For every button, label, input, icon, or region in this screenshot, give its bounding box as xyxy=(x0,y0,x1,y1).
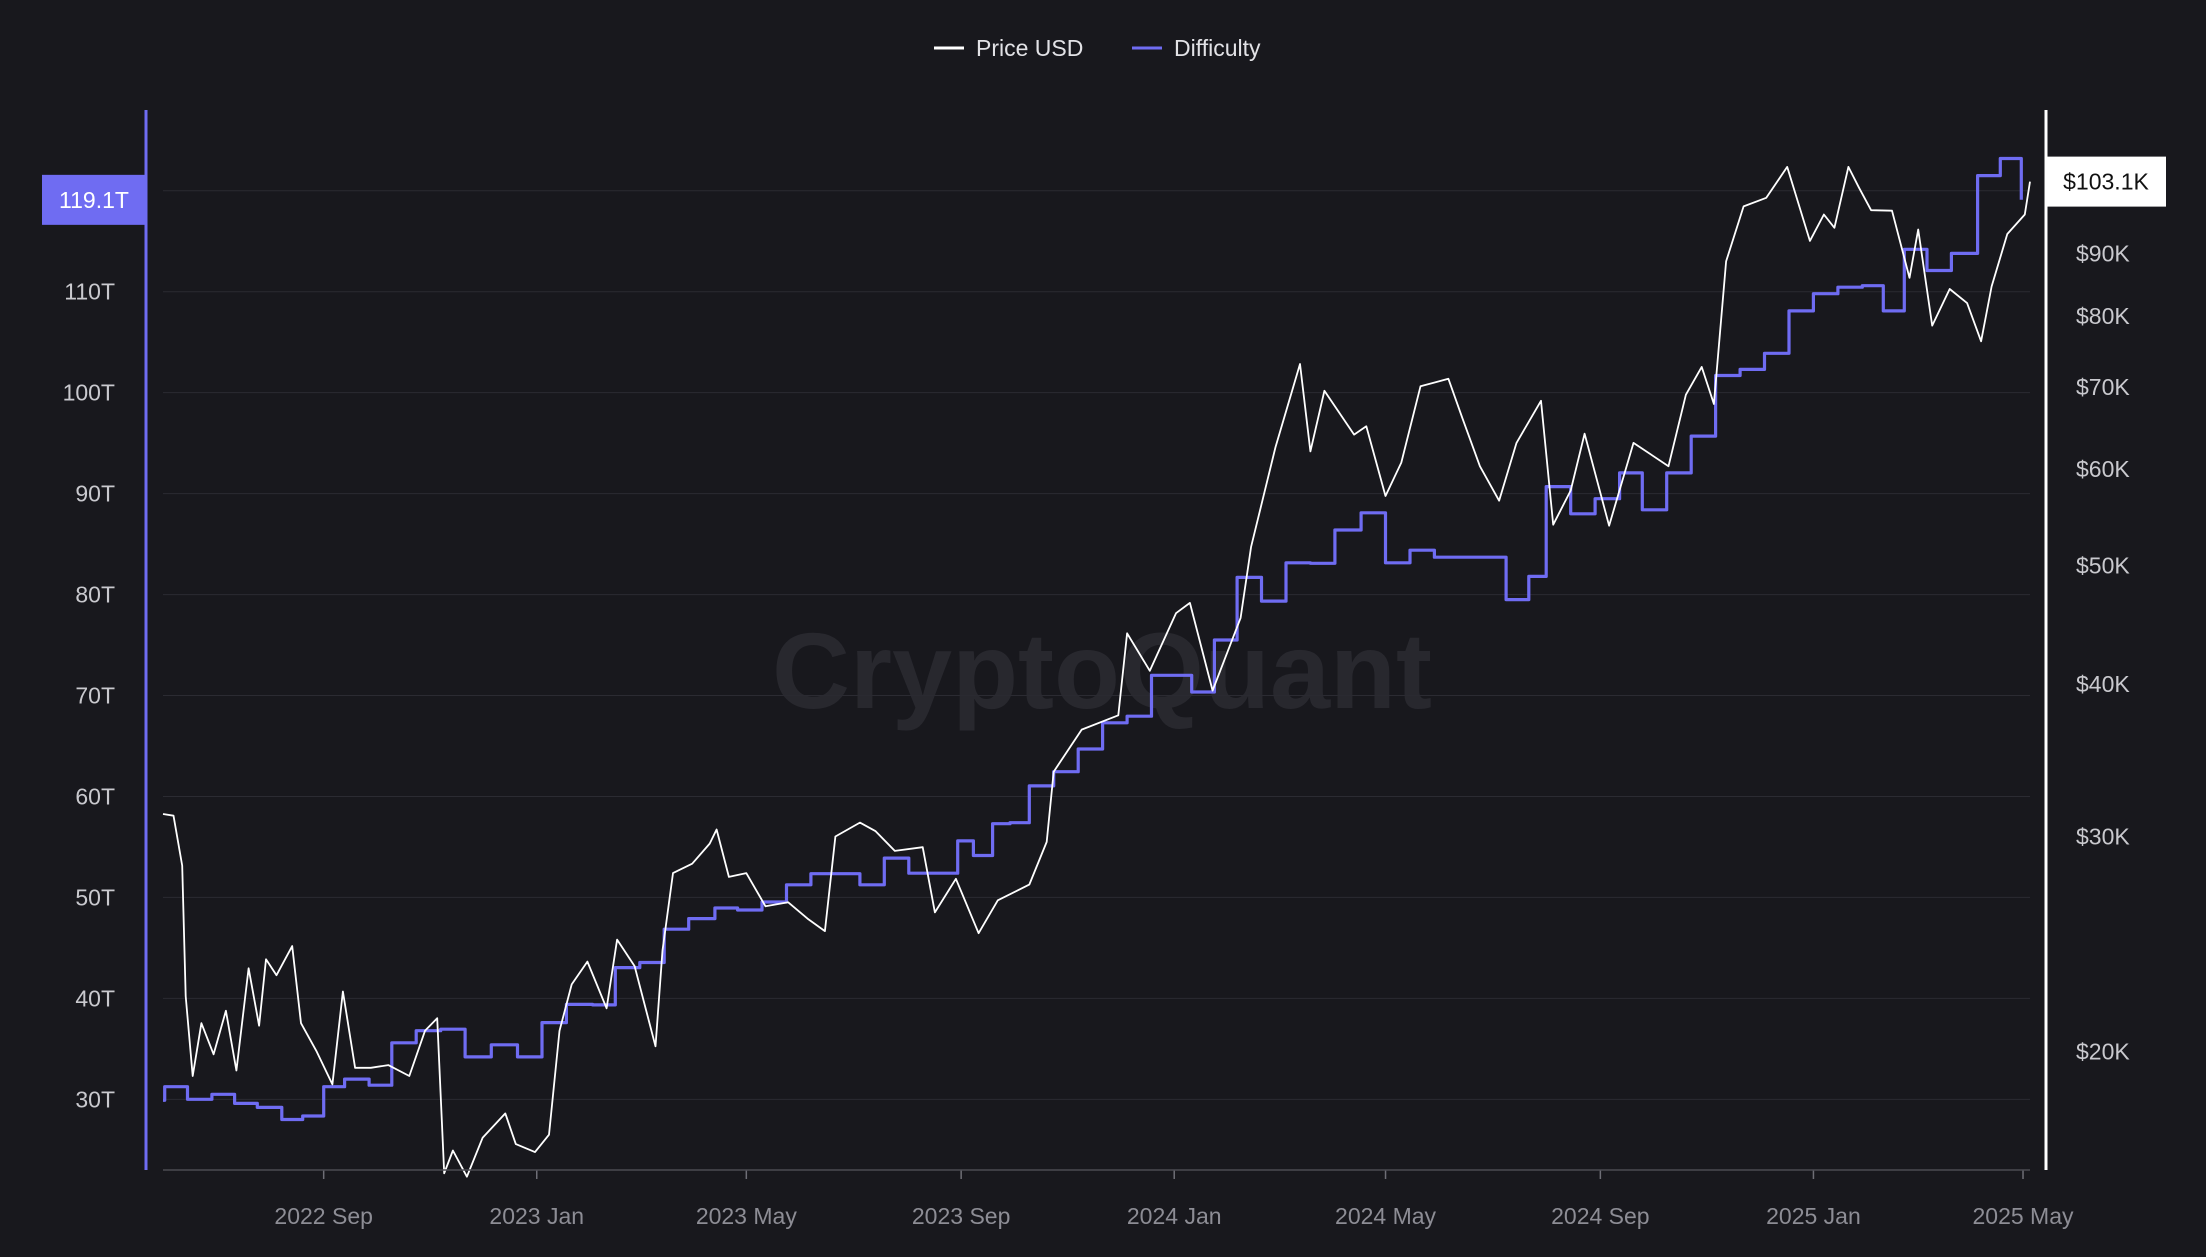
legend[interactable]: Price USD Difficulty xyxy=(934,35,1261,61)
y-left-tick-label: 40T xyxy=(75,985,115,1011)
y-right-tick-label: $80K xyxy=(2076,303,2130,329)
y-left-tick-label: 50T xyxy=(75,884,115,910)
x-tick-label: 2023 Sep xyxy=(912,1203,1010,1229)
y-right-current-value-label: $103.1K xyxy=(2063,169,2149,195)
y-right-tick-label: $90K xyxy=(2076,241,2130,267)
series-lines xyxy=(162,156,2031,1178)
x-tick-label: 2022 Sep xyxy=(274,1203,372,1229)
y-right-tick-label: $40K xyxy=(2076,671,2130,697)
y-left-tick-label: 90T xyxy=(75,481,115,507)
difficulty-series-line xyxy=(163,156,2023,1122)
legend-item[interactable]: Difficulty xyxy=(1132,35,1261,61)
y-left-tick-label: 80T xyxy=(75,582,115,608)
y-right-tick-label: $20K xyxy=(2076,1039,2130,1065)
legend-label: Price USD xyxy=(976,35,1083,61)
x-tick-label: 2024 Sep xyxy=(1551,1203,1649,1229)
y-left-current-value-badge xyxy=(42,174,146,225)
y-right-tick-label: $60K xyxy=(2076,456,2130,482)
y-left-tick-label: 110T xyxy=(64,279,115,305)
grid-lines xyxy=(163,190,2030,1100)
x-tick-label: 2023 Jan xyxy=(489,1203,584,1229)
legend-item[interactable]: Price USD xyxy=(934,35,1083,61)
y-right-tick-label: $50K xyxy=(2076,553,2130,579)
price-series-line xyxy=(162,166,2031,1178)
legend-label: Difficulty xyxy=(1174,35,1261,61)
y-right-tick-label: $70K xyxy=(2076,374,2130,400)
y-right-current-value-badge xyxy=(2046,156,2166,207)
y-left-tick-label: 30T xyxy=(75,1086,115,1112)
y-left-tick-label: 100T xyxy=(63,380,115,406)
y-right-tick-label: $30K xyxy=(2076,824,2130,850)
y-left-current-value-label: 119.1T xyxy=(59,187,129,213)
axis-labels: 30T 40T 50T 60T 70T 80T 90T 100T 110T $20K $30K $40… xyxy=(42,156,2166,1229)
watermark-text: CryptoQuant xyxy=(772,610,1432,731)
x-tick-label: 2025 Jan xyxy=(1766,1203,1861,1229)
y-left-tick-label: 70T xyxy=(75,683,115,709)
x-tick-label: 2023 May xyxy=(696,1203,798,1229)
y-left-tick-label: 60T xyxy=(75,783,115,809)
x-tick-label: 2024 May xyxy=(1335,1203,1437,1229)
axes xyxy=(144,110,2048,1179)
x-tick-label: 2025 May xyxy=(1973,1203,2075,1229)
x-tick-label: 2024 Jan xyxy=(1127,1203,1222,1229)
